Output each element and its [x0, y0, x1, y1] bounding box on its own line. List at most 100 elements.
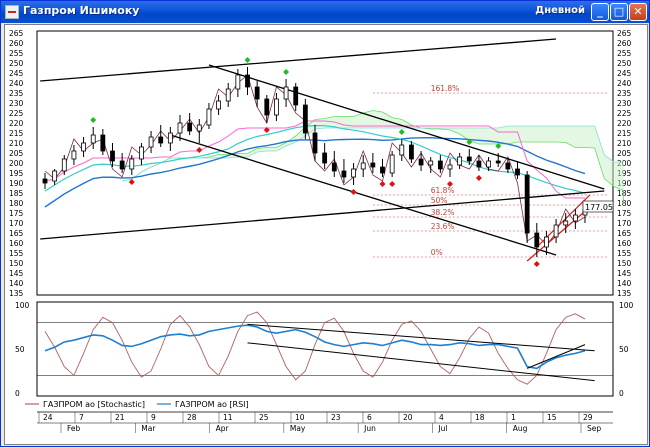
price-tick-left: 165 — [9, 229, 24, 238]
day-label: 11 — [223, 413, 233, 422]
day-label: 20 — [403, 413, 413, 422]
candle-body — [187, 122, 193, 132]
candle-body — [139, 146, 144, 160]
price-tick-right: 200 — [617, 159, 632, 168]
price-tick-left: 205 — [9, 149, 24, 158]
cloud-fill — [122, 110, 624, 203]
candle-body — [380, 166, 385, 174]
down-fractal-marker — [350, 189, 357, 195]
month-label: Sep — [587, 424, 601, 433]
price-tick-right: 215 — [617, 129, 632, 138]
legend-stochastic-label: ГАЗПРОМ ао [Stochastic] — [43, 400, 145, 409]
candle-body — [81, 142, 86, 152]
candle-body — [553, 224, 559, 238]
price-tick-left: 180 — [9, 199, 24, 208]
candle-body — [331, 162, 337, 172]
candle-body — [466, 156, 472, 162]
price-tick-left: 265 — [9, 29, 24, 38]
candle-body — [129, 158, 135, 170]
legend-rsi-label: ГАЗПРОМ ао [RSI] — [175, 400, 249, 409]
fib-level-label: 23.6% — [431, 222, 455, 231]
down-fractal-marker — [379, 181, 386, 187]
day-label: 28 — [187, 413, 197, 422]
candle-body — [206, 108, 212, 126]
price-tick-right: 220 — [617, 119, 632, 128]
rsi-line — [44, 324, 586, 370]
day-label: 23 — [331, 413, 341, 422]
up-fractal-marker — [244, 57, 251, 63]
minimize-button[interactable]: _ — [591, 3, 609, 21]
candle-body — [370, 162, 376, 168]
price-tick-right: 180 — [617, 199, 632, 208]
candle-body — [572, 214, 578, 222]
oscillator-panel-frame — [36, 301, 614, 397]
price-tick-left: 150 — [9, 259, 24, 268]
candle-body — [437, 160, 443, 170]
price-tick-right: 240 — [617, 79, 632, 88]
window-title: Газпром Ишимоку — [23, 4, 140, 17]
price-tick-left: 160 — [9, 239, 24, 248]
day-label: 18 — [475, 413, 485, 422]
legend: ГАЗПРОМ ао [Stochastic] ГАЗПРОМ ао [RSI] — [25, 400, 249, 409]
price-tick-right: 160 — [617, 239, 632, 248]
price-tick-right: 235 — [617, 89, 632, 98]
oscillator-lines — [37, 311, 613, 385]
oscillator-trend-top — [247, 323, 595, 352]
fib-level-label: 161.8% — [431, 84, 460, 93]
candle-body — [148, 136, 154, 148]
fib-level-label: 50% — [431, 196, 448, 205]
candle-body — [167, 132, 173, 144]
candle-body — [235, 74, 241, 90]
price-tick-right: 190 — [617, 179, 632, 188]
up-fractal-marker — [90, 117, 97, 123]
day-label: 7 — [79, 413, 84, 422]
down-fractal-marker — [533, 261, 540, 267]
candle-body — [196, 124, 202, 132]
candle-body — [61, 158, 67, 172]
price-tick-left: 170 — [9, 219, 24, 228]
candle-body — [524, 174, 530, 234]
day-label: 15 — [547, 413, 557, 422]
price-tick-left: 235 — [9, 89, 24, 98]
candle-body — [457, 156, 463, 166]
candle-body — [341, 170, 347, 178]
candle-body — [100, 134, 106, 152]
price-tick-right: 165 — [617, 229, 632, 238]
fib-level-label: 38.2% — [431, 208, 455, 217]
candle-body — [312, 132, 318, 154]
candle-body — [447, 164, 453, 170]
price-tick-right: 150 — [617, 259, 632, 268]
price-tick-right: 175 — [617, 209, 632, 218]
candle-body — [495, 160, 501, 164]
title-bar[interactable]: Газпром Ишимоку Дневной _ □ ✕ — [1, 1, 649, 23]
price-tick-right: 155 — [617, 249, 632, 258]
day-label: 10 — [295, 413, 305, 422]
price-tick-left: 175 — [9, 209, 24, 218]
candle-body — [351, 168, 356, 178]
candle-body — [428, 160, 434, 166]
candle-body — [177, 122, 183, 134]
candle-body — [563, 220, 569, 226]
down-fractal-marker — [263, 127, 270, 133]
oscillator-tick-left: 0 — [15, 389, 20, 398]
down-fractal-marker — [475, 175, 482, 181]
price-tick-left: 260 — [9, 39, 24, 48]
oscillator-tick-left: 100 — [15, 301, 30, 310]
candle-body — [389, 154, 395, 174]
fibonacci-levels: 161.8% 61.8%50% 38.2% 23.6% 0% — [372, 84, 609, 258]
day-label: 25 — [259, 413, 269, 422]
falling-channel-top — [208, 64, 605, 190]
price-tick-right: 245 — [617, 69, 632, 78]
price-tick-right: 135 — [617, 289, 632, 298]
price-tick-left: 190 — [9, 179, 24, 188]
maximize-button[interactable]: □ — [610, 3, 628, 21]
price-tick-left: 240 — [9, 79, 24, 88]
candle-body — [274, 98, 279, 116]
price-tick-left: 255 — [9, 49, 24, 58]
close-button[interactable]: ✕ — [629, 3, 647, 21]
price-tick-right: 170 — [617, 219, 632, 228]
chart-area[interactable]: 135 135 140 140 145 145 150 150 155 155 160 160 165 1… — [4, 24, 648, 445]
day-label: 6 — [367, 413, 372, 422]
month-label: Aug — [513, 424, 528, 433]
